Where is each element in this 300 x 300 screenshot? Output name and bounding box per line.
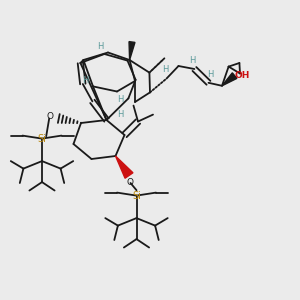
Text: O: O	[47, 112, 54, 121]
Text: H: H	[117, 110, 123, 119]
Text: H: H	[117, 95, 123, 104]
Text: H: H	[189, 56, 195, 65]
Polygon shape	[129, 42, 135, 60]
Text: OH: OH	[234, 71, 250, 80]
Text: H: H	[162, 65, 168, 74]
Polygon shape	[116, 156, 133, 178]
Text: H: H	[207, 70, 213, 79]
Text: H: H	[82, 76, 89, 85]
Text: O: O	[127, 178, 134, 187]
Text: H: H	[97, 42, 104, 51]
Text: Si: Si	[132, 190, 141, 201]
Text: Si: Si	[38, 134, 46, 144]
Polygon shape	[222, 73, 237, 86]
